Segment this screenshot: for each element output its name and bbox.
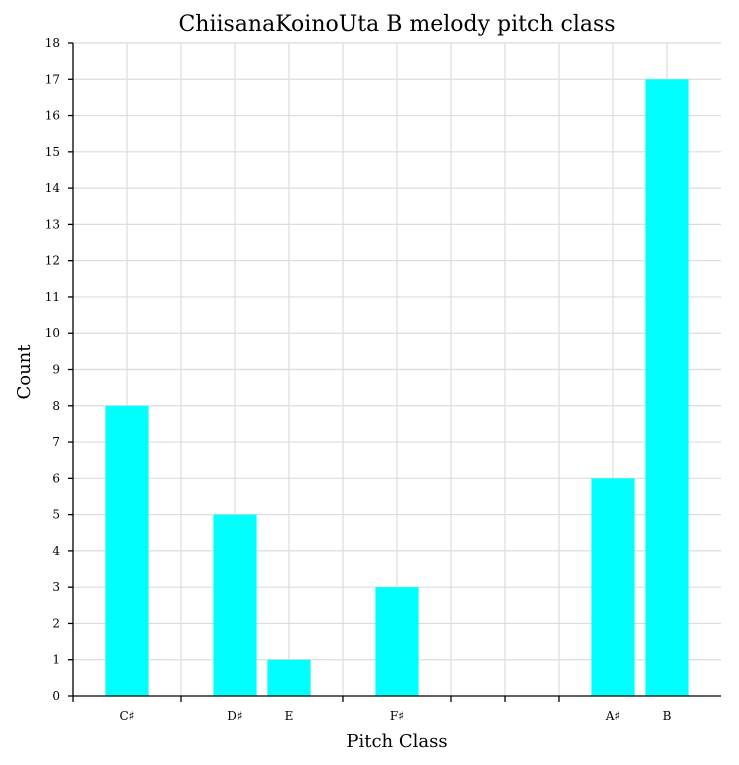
y-tick-label: 12 (45, 254, 60, 268)
x-tick-label: A♯ (605, 709, 620, 723)
y-tick-label: 15 (45, 145, 60, 159)
bar (213, 514, 257, 696)
y-tick-label: 2 (52, 616, 60, 630)
x-tick-label: F♯ (390, 709, 404, 723)
y-tick-label: 4 (52, 544, 60, 558)
y-axis-label: Count (14, 344, 35, 400)
bar (105, 405, 149, 696)
y-tick-label: 0 (52, 689, 60, 703)
x-tick-label: C♯ (120, 709, 135, 723)
x-tick-label: B (663, 709, 672, 723)
y-tick-label: 8 (52, 399, 60, 413)
y-tick-label: 10 (45, 326, 60, 340)
x-axis-label: Pitch Class (346, 731, 447, 752)
y-tick-label: 3 (52, 580, 60, 594)
bars (105, 79, 689, 697)
y-tick-label: 9 (52, 363, 60, 377)
axes (68, 42, 721, 702)
chart-title: ChiisanaKoinoUta B melody pitch class (178, 12, 615, 37)
bar (645, 79, 689, 697)
y-tick-label: 13 (45, 217, 60, 231)
y-tick-label: 11 (45, 290, 60, 304)
x-tick-label: D♯ (227, 709, 242, 723)
bar (375, 587, 419, 696)
y-tick-label: 6 (52, 471, 60, 485)
bar (591, 478, 635, 696)
y-tick-label: 5 (52, 508, 60, 522)
y-tick-label: 1 (52, 653, 60, 667)
y-tick-label: 18 (45, 36, 60, 50)
y-tick-label: 16 (45, 109, 60, 123)
y-tick-label: 7 (52, 435, 60, 449)
y-tick-label: 17 (45, 72, 60, 86)
y-tick-label: 14 (45, 181, 61, 195)
x-tick-label: E (285, 709, 294, 723)
bar (267, 659, 311, 696)
